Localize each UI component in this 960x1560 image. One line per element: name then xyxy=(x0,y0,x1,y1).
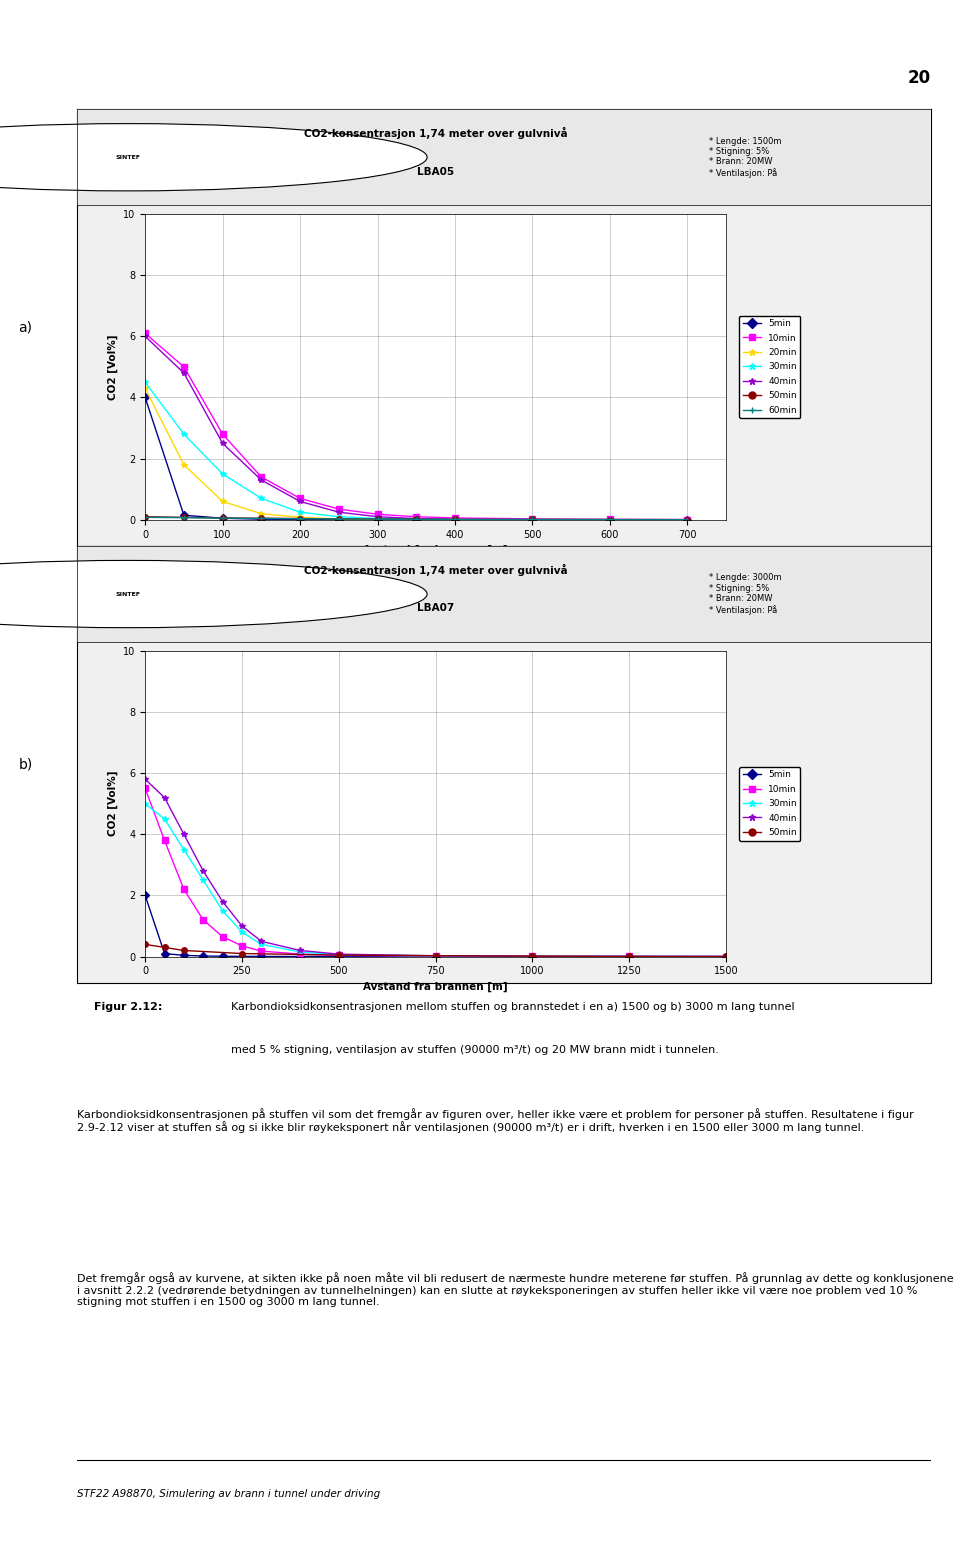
Text: b): b) xyxy=(18,758,33,771)
Text: a): a) xyxy=(18,321,33,334)
Text: Karbondioksidkonsentrasjonen mellom stuffen og brannstedet i en a) 1500 og b) 30: Karbondioksidkonsentrasjonen mellom stuf… xyxy=(230,1002,794,1011)
Text: 20: 20 xyxy=(908,69,931,87)
Text: STF22 A98870, Simulering av brann i tunnel under driving: STF22 A98870, Simulering av brann i tunn… xyxy=(77,1490,380,1499)
Text: Det fremgår også av kurvene, at sikten ikke på noen måte vil bli redusert de nær: Det fremgår også av kurvene, at sikten i… xyxy=(77,1273,953,1307)
Text: Karbondioksidkonsentrasjonen på stuffen vil som det fremgår av figuren over, hel: Karbondioksidkonsentrasjonen på stuffen … xyxy=(77,1108,914,1134)
Text: med 5 % stigning, ventilasjon av stuffen (90000 m³/t) og 20 MW brann midt i tunn: med 5 % stigning, ventilasjon av stuffen… xyxy=(230,1045,718,1055)
Text: Figur 2.12:: Figur 2.12: xyxy=(94,1002,162,1011)
